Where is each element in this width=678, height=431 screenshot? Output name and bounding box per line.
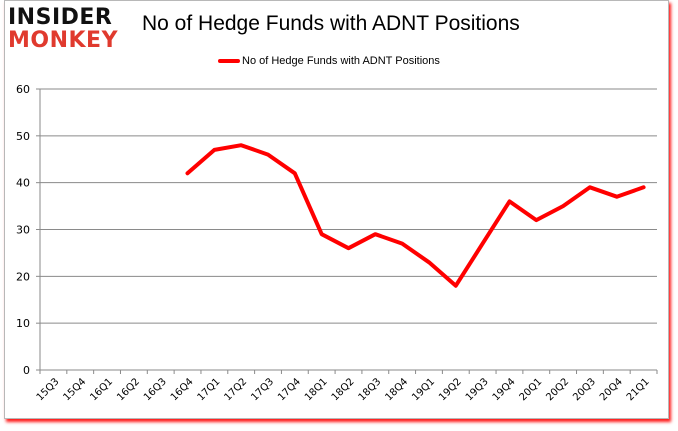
x-tick-label: 15Q3 <box>35 376 62 403</box>
x-tick-label: 20Q2 <box>544 376 571 403</box>
y-axis: 0 10 20 30 40 50 60 <box>16 83 41 377</box>
chart-legend: No of Hedge Funds with ADNT Positions <box>218 55 440 67</box>
x-tick-label: 19Q2 <box>437 376 464 403</box>
legend-label: No of Hedge Funds with ADNT Positions <box>242 55 440 67</box>
logo-line-1: INSIDER <box>8 5 113 30</box>
x-tick-label: 18Q3 <box>357 376 384 403</box>
insider-monkey-logo: INSIDER MONKEY <box>8 7 126 55</box>
x-tick-label: 19Q4 <box>491 376 518 403</box>
x-tick-label: 18Q2 <box>330 376 357 403</box>
gridlines <box>40 88 657 324</box>
x-tick-label: 17Q2 <box>222 376 249 403</box>
data-series <box>185 143 646 288</box>
x-tick-label: 17Q3 <box>249 376 276 403</box>
x-tick-label: 15Q4 <box>62 376 89 403</box>
x-tick-label: 20Q1 <box>518 376 545 403</box>
x-tick-label: 16Q4 <box>169 376 196 403</box>
x-tick-label: 20Q3 <box>571 376 598 403</box>
y-tick-label: 30 <box>16 224 30 237</box>
y-tick-label: 50 <box>16 130 30 143</box>
y-tick-label: 20 <box>16 270 30 283</box>
series-line <box>185 143 646 288</box>
y-tick-label: 10 <box>16 317 30 330</box>
y-tick-label: 0 <box>23 364 30 377</box>
chart-title: No of Hedge Funds with ADNT Positions <box>142 12 520 35</box>
x-tick-label: 18Q1 <box>303 376 330 403</box>
x-tick-label: 17Q4 <box>276 376 303 403</box>
x-axis: 15Q3 15Q4 16Q1 16Q2 16Q3 16Q4 17Q1 17Q2 17Q3 17Q4… <box>35 369 658 403</box>
x-tick-label: 21Q1 <box>625 376 652 403</box>
x-tick-label: 18Q4 <box>383 376 410 403</box>
x-tick-label: 19Q1 <box>410 376 437 403</box>
legend-line-swatch-icon <box>218 59 240 63</box>
x-tick-label: 16Q1 <box>88 376 115 403</box>
x-tick-label: 19Q3 <box>464 376 491 403</box>
x-tick-label: 16Q3 <box>142 376 169 403</box>
x-tick-label: 16Q2 <box>115 376 142 403</box>
x-tick-label: 20Q4 <box>598 376 625 403</box>
y-tick-label: 60 <box>16 83 30 96</box>
y-tick-label: 40 <box>16 177 30 190</box>
x-tick-label: 17Q1 <box>196 376 223 403</box>
logo-line-2: MONKEY <box>8 28 119 53</box>
